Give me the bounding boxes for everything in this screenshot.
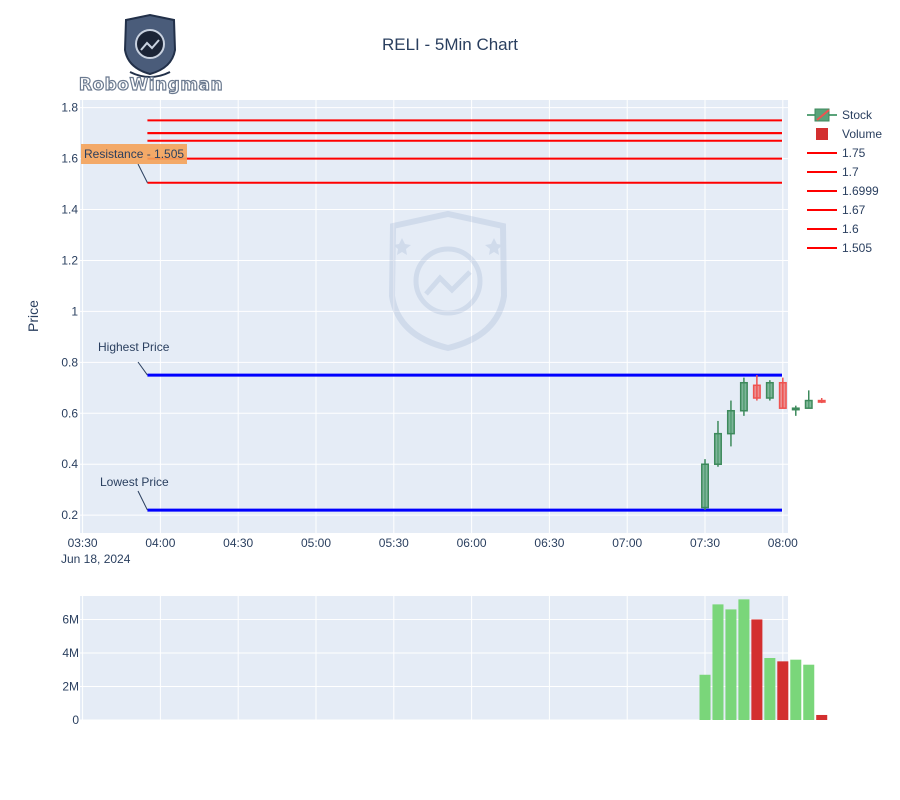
price-tick-label: 0.8 [61, 355, 78, 369]
astronaut-logo-icon [123, 13, 177, 78]
price-tick-label: 1.8 [61, 101, 78, 115]
legend-label: 1.7 [842, 165, 859, 179]
y-axis-label: Price [25, 300, 41, 332]
legend-volume-icon [816, 128, 828, 140]
candle-body [791, 407, 800, 411]
chart-title: RELI - 5Min Chart [382, 35, 518, 54]
highest-price-label: Highest Price [98, 340, 170, 354]
volume-bar [699, 674, 711, 720]
volume-series [699, 599, 828, 720]
volume-tick-label: 0 [72, 713, 79, 727]
price-bands [147, 373, 782, 512]
volume-tick-label: 2M [62, 679, 79, 693]
candle-body [713, 432, 722, 465]
legend-label: Stock [842, 108, 873, 122]
volume-bar [725, 609, 737, 720]
price-tick-label: 0.4 [61, 457, 78, 471]
brand-logo: RoboWingman [78, 13, 223, 96]
volume-tick-label: 4M [62, 646, 79, 660]
candle-body [701, 463, 710, 509]
price-tick-label: 1.2 [61, 253, 78, 267]
lowest-arrow [137, 490, 148, 511]
volume-bar [790, 659, 802, 720]
time-tick-label: 08:00 [768, 536, 798, 550]
time-tick-label: 03:30 [68, 536, 98, 550]
candle-body [804, 399, 813, 409]
price-tick-label: 0.2 [61, 508, 78, 522]
legend-candle-slash [816, 109, 830, 121]
time-tick-label: 07:30 [690, 536, 720, 550]
legend-label: 1.6 [842, 222, 859, 236]
candle-body [739, 381, 748, 412]
legend-label: 1.67 [842, 203, 866, 217]
candle-body [765, 381, 774, 399]
resistance-arrow [137, 163, 148, 184]
date-label: Jun 18, 2024 [61, 552, 131, 566]
price-tick-label: 1.6 [61, 152, 78, 166]
candlestick-series [701, 375, 826, 511]
time-tick-label: 04:00 [145, 536, 175, 550]
resistance-levels [147, 119, 782, 184]
legend-label: 1.75 [842, 146, 866, 160]
candle-body [778, 381, 787, 409]
time-tick-label: 04:30 [223, 536, 253, 550]
volume-bar [712, 604, 724, 720]
volume-bar [738, 599, 750, 720]
watermark-astronaut-icon [388, 210, 508, 352]
price-tick-label: 1.4 [61, 203, 78, 217]
legend-label: 1.505 [842, 241, 872, 255]
time-tick-label: 05:00 [301, 536, 331, 550]
volume-bar [751, 619, 763, 720]
candle-body [817, 399, 826, 403]
time-tick-label: 06:30 [534, 536, 564, 550]
time-tick-label: 06:00 [457, 536, 487, 550]
time-tick-label: 05:30 [379, 536, 409, 550]
price-tick-label: 0.6 [61, 406, 78, 420]
price-plot-area [80, 100, 788, 533]
brand-name: RoboWingman [79, 75, 223, 95]
time-tick-label: 07:00 [612, 536, 642, 550]
legend-label: 1.6999 [842, 184, 879, 198]
volume-bar [803, 664, 815, 720]
volume-tick-label: 6M [62, 612, 79, 626]
axis-labels: 0.2 0.4 0.6 0.8 1 1.2 1.4 1.6 1.8 03:30 04:00 04:30… [61, 101, 798, 727]
volume-plot-area [80, 596, 788, 720]
volume-bar [777, 661, 789, 720]
volume-bar [816, 714, 828, 720]
price-tick-label: 1 [71, 304, 78, 318]
lowest-price-label: Lowest Price [100, 475, 169, 489]
resistance-label: Resistance - 1.505 [84, 147, 184, 161]
resistance-label-bg [81, 144, 187, 164]
legend-label: Volume [842, 127, 882, 141]
candle-body [726, 409, 735, 435]
annotations: Resistance - 1.505 Highest Price Lowest Pr… [81, 144, 187, 511]
candle-body [752, 384, 761, 399]
highest-arrow [137, 361, 148, 376]
legend: Stock Volume 1.75 1.7 1.6999 1.67 1.6 1.505 [807, 108, 882, 255]
gridlines [80, 100, 788, 721]
volume-bar [764, 658, 776, 720]
